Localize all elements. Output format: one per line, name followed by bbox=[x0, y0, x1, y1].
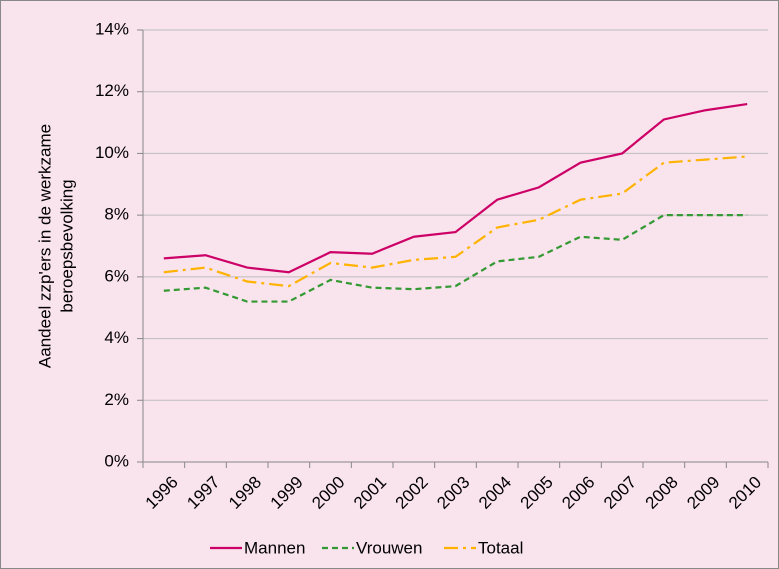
y-tick-label: 2% bbox=[104, 390, 129, 409]
series-line bbox=[163, 102, 748, 274]
legend-label: Vrouwen bbox=[356, 538, 422, 557]
y-tick-label: 12% bbox=[95, 81, 129, 100]
y-tick-label: 4% bbox=[104, 328, 129, 347]
y-axis-label: Aandeel zzp'ers in de werkzame bbox=[35, 124, 54, 368]
y-tick-label: 6% bbox=[104, 266, 129, 285]
y-tick-label: 10% bbox=[95, 143, 129, 162]
y-tick-label: 0% bbox=[104, 451, 129, 470]
y-axis-label: beroepsbevolking bbox=[57, 179, 76, 312]
legend-label: Totaal bbox=[478, 538, 523, 557]
legend-label: Mannen bbox=[244, 538, 305, 557]
series-line bbox=[163, 214, 748, 303]
series-line bbox=[163, 155, 748, 288]
y-tick-label: 14% bbox=[95, 19, 129, 38]
y-tick-label: 8% bbox=[104, 205, 129, 224]
